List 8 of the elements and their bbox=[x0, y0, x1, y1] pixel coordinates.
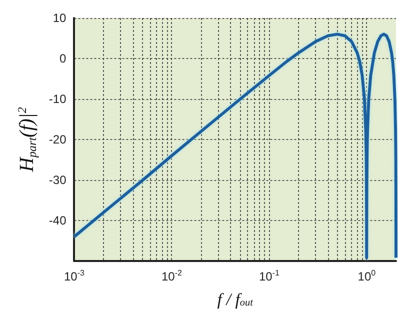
y-tick-label: 10 bbox=[52, 11, 67, 25]
y-axis-title: Hpart(f)|2 bbox=[15, 107, 39, 173]
y-tick-label: -20 bbox=[48, 132, 67, 146]
x-axis-title: f / fout bbox=[217, 290, 254, 309]
y-tick-label: -10 bbox=[48, 92, 67, 106]
y-tick-label: -30 bbox=[48, 173, 67, 187]
y-tick-label: 0 bbox=[60, 52, 67, 66]
y-tick-label: -40 bbox=[48, 214, 67, 228]
